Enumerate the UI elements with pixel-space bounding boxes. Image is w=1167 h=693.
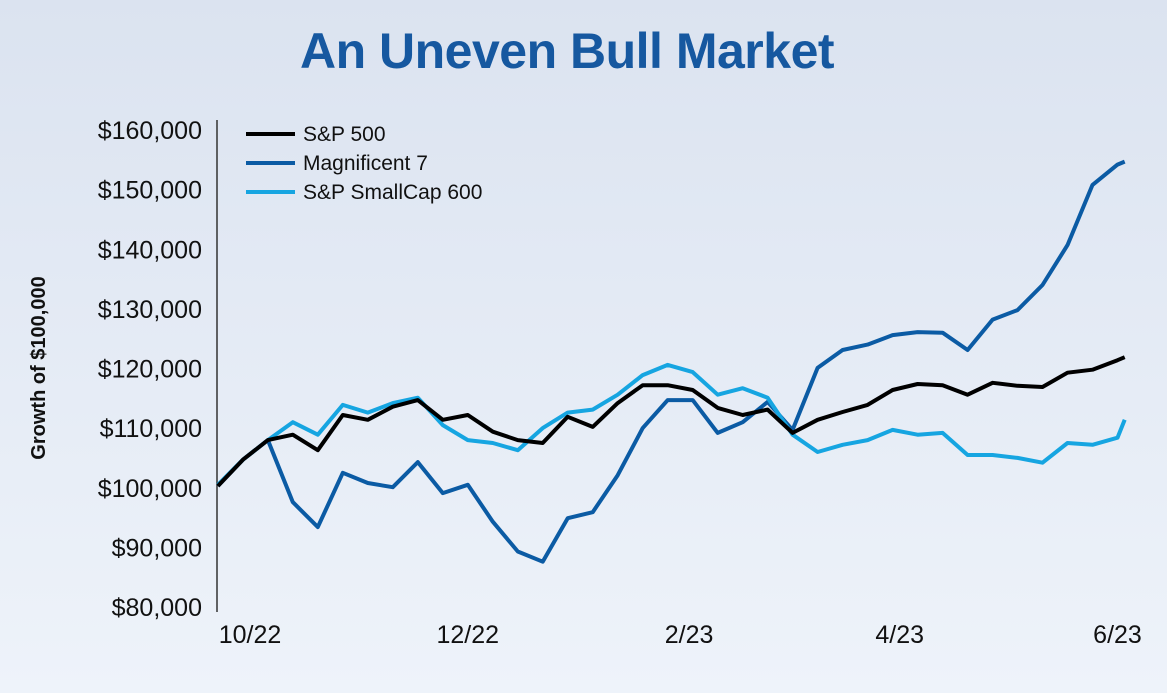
x-tick-label: 4/23 (875, 621, 924, 649)
y-tick-label: $150,000 (98, 177, 202, 205)
legend-label: S&P SmallCap 600 (303, 181, 482, 204)
y-axis-label: Growth of $100,000 (28, 276, 50, 459)
y-tick-label: $80,000 (112, 594, 202, 622)
y-tick-label: $160,000 (98, 117, 202, 145)
legend-label: S&P 500 (303, 123, 386, 146)
series-line-2 (216, 362, 1127, 487)
y-tick-label: $140,000 (98, 236, 202, 264)
series-line-0 (216, 355, 1126, 488)
y-tick-label: $120,000 (98, 356, 202, 384)
y-tick-label: $130,000 (98, 296, 202, 324)
chart-title: An Uneven Bull Market (299, 23, 835, 79)
x-tick-label: 6/23 (1093, 621, 1142, 649)
legend-label: Magnificent 7 (303, 152, 428, 175)
x-tick-label: 12/22 (436, 621, 499, 649)
x-tick-label: 10/22 (219, 621, 282, 649)
series-line-1 (216, 159, 1126, 564)
x-tick-label: 2/23 (665, 621, 714, 649)
y-tick-label: $100,000 (98, 475, 202, 503)
y-tick-label: $110,000 (100, 415, 202, 443)
y-tick-label: $90,000 (112, 534, 202, 562)
